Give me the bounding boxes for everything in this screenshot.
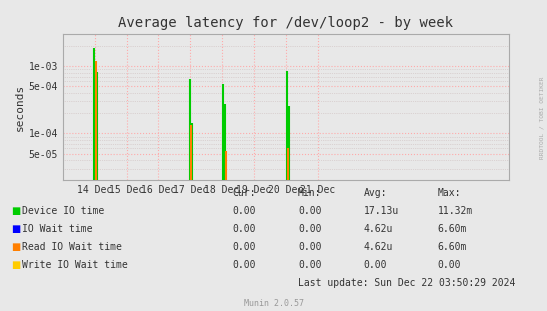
Text: Last update: Sun Dec 22 03:50:29 2024: Last update: Sun Dec 22 03:50:29 2024 <box>298 278 515 288</box>
Title: Average latency for /dev/loop2 - by week: Average latency for /dev/loop2 - by week <box>118 16 453 30</box>
Text: Munin 2.0.57: Munin 2.0.57 <box>243 299 304 308</box>
Text: 0.00: 0.00 <box>298 242 322 252</box>
Text: 11.32m: 11.32m <box>438 206 473 216</box>
Text: 0.00: 0.00 <box>298 260 322 270</box>
Text: Read IO Wait time: Read IO Wait time <box>22 242 122 252</box>
Text: 4.62u: 4.62u <box>364 224 393 234</box>
Text: 0.00: 0.00 <box>232 206 256 216</box>
Text: 17.13u: 17.13u <box>364 206 399 216</box>
Text: ■: ■ <box>11 206 20 216</box>
Y-axis label: seconds: seconds <box>15 84 25 131</box>
Text: 6.60m: 6.60m <box>438 242 467 252</box>
Text: 0.00: 0.00 <box>298 224 322 234</box>
Text: ■: ■ <box>11 224 20 234</box>
Text: 0.00: 0.00 <box>232 224 256 234</box>
Text: Device IO time: Device IO time <box>22 206 104 216</box>
Text: Avg:: Avg: <box>364 188 387 198</box>
Text: 0.00: 0.00 <box>232 242 256 252</box>
Text: IO Wait time: IO Wait time <box>22 224 92 234</box>
Text: Write IO Wait time: Write IO Wait time <box>22 260 127 270</box>
Text: 0.00: 0.00 <box>364 260 387 270</box>
Text: RRDTOOL / TOBI OETIKER: RRDTOOL / TOBI OETIKER <box>539 77 544 160</box>
Text: Cur:: Cur: <box>232 188 256 198</box>
Text: ■: ■ <box>11 260 20 270</box>
Text: 4.62u: 4.62u <box>364 242 393 252</box>
Text: Min:: Min: <box>298 188 322 198</box>
Text: 0.00: 0.00 <box>298 206 322 216</box>
Text: 0.00: 0.00 <box>438 260 461 270</box>
Text: ■: ■ <box>11 242 20 252</box>
Text: 0.00: 0.00 <box>232 260 256 270</box>
Text: 6.60m: 6.60m <box>438 224 467 234</box>
Text: Max:: Max: <box>438 188 461 198</box>
